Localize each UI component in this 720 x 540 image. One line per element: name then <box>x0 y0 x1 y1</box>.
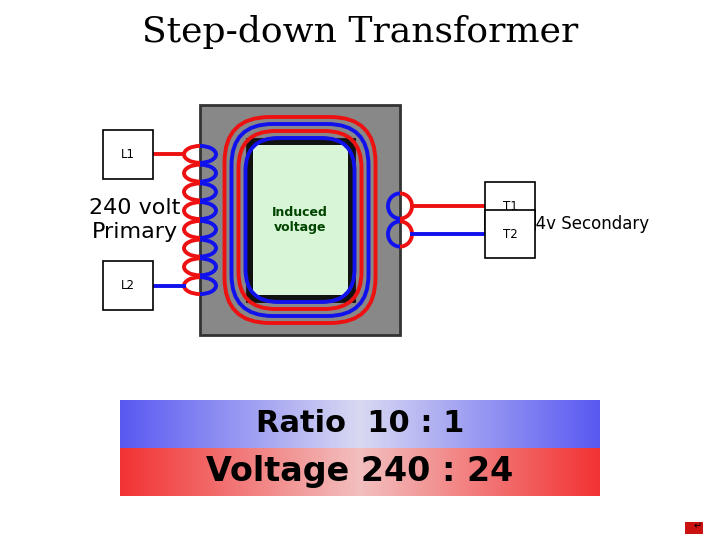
Text: 240 volt
Primary: 240 volt Primary <box>89 198 181 241</box>
Bar <box>219 124 381 316</box>
Text: T1: T1 <box>503 199 518 213</box>
Bar <box>253 145 348 295</box>
Text: 24v Secondary: 24v Secondary <box>525 215 649 233</box>
Bar <box>200 105 400 335</box>
Text: T2: T2 <box>503 227 518 240</box>
Text: Voltage 240 : 24: Voltage 240 : 24 <box>207 456 513 489</box>
Text: L1: L1 <box>121 148 135 161</box>
Bar <box>200 105 400 335</box>
Text: Ratio  10 : 1: Ratio 10 : 1 <box>256 409 464 438</box>
Bar <box>204 109 396 331</box>
Text: Induced
voltage: Induced voltage <box>272 206 328 234</box>
Text: Step-down Transformer: Step-down Transformer <box>142 15 578 49</box>
Bar <box>208 113 392 327</box>
Bar <box>216 121 384 319</box>
Bar <box>212 117 388 323</box>
Bar <box>246 139 354 301</box>
Bar <box>685 522 703 534</box>
Text: L2: L2 <box>121 279 135 292</box>
Text: ↵: ↵ <box>694 521 702 531</box>
